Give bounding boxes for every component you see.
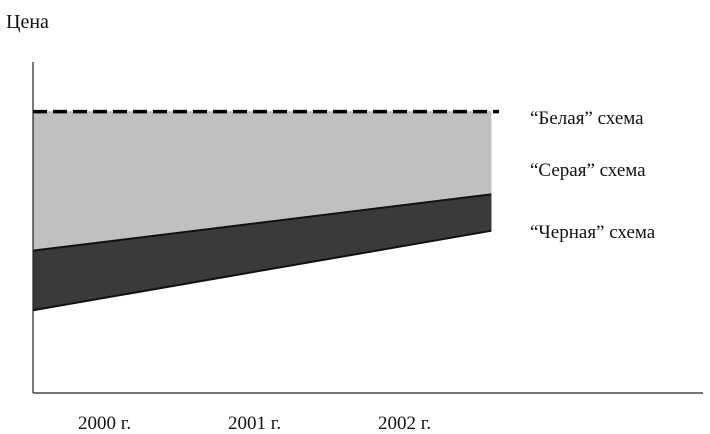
x-tick-labels: 2000 г. 2001 г. 2002 г. bbox=[78, 413, 431, 434]
x-tick-label: 2002 г. bbox=[378, 413, 431, 434]
x-tick-label: 2000 г. bbox=[78, 413, 131, 434]
legend-label-gray: “Серая” схема bbox=[530, 160, 646, 181]
x-tick-label: 2001 г. bbox=[228, 413, 281, 434]
legend-label-white: “Белая” схема bbox=[530, 108, 644, 129]
legend: “Белая” схема “Серая” схема “Черная” схема bbox=[530, 108, 656, 243]
legend-label-black: “Черная” схема bbox=[530, 222, 656, 243]
bands-layer bbox=[32, 109, 499, 312]
black-band-lower-edge bbox=[32, 229, 492, 312]
axes-layer bbox=[32, 62, 703, 394]
y-axis-label: Цена bbox=[6, 11, 49, 33]
black-band-upper-edge bbox=[32, 193, 492, 252]
